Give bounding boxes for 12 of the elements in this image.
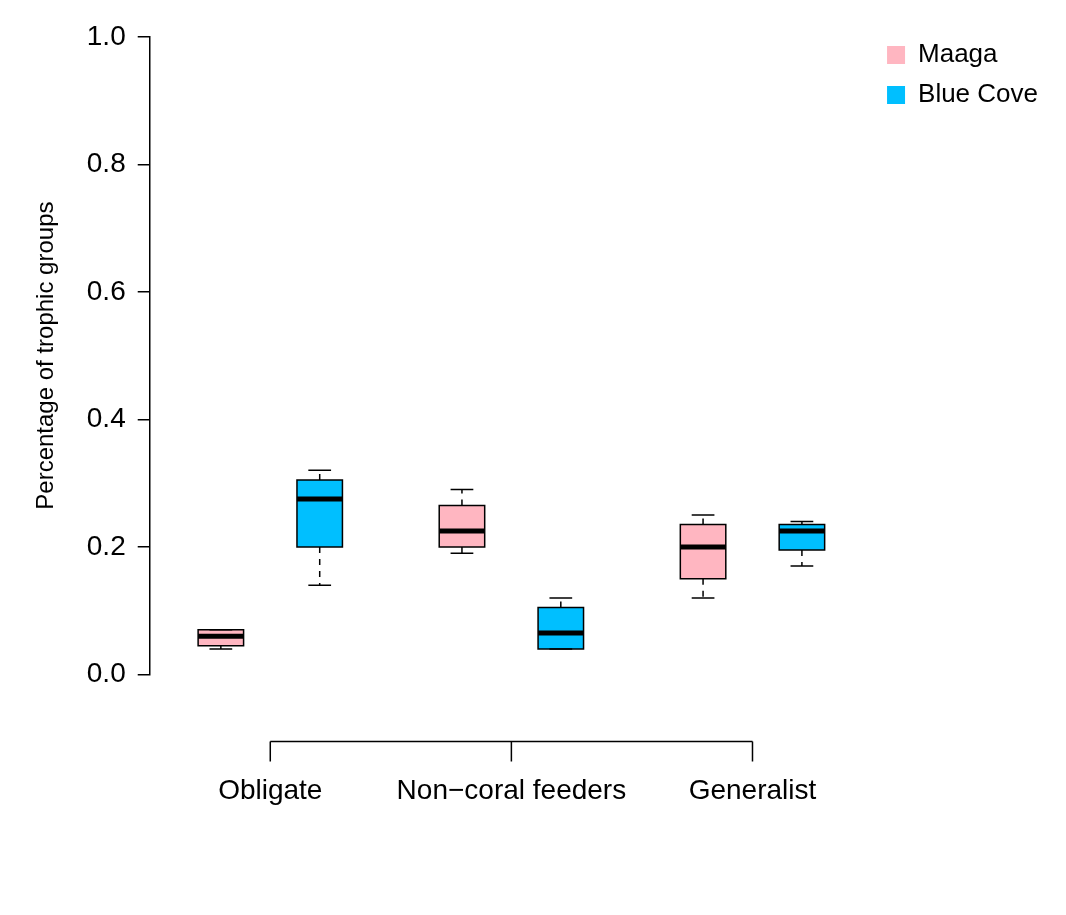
y-tick-label: 1.0 [86,19,126,51]
y-tick-label: 0.8 [86,147,126,179]
legend-label: Maaga [918,38,999,69]
y-tick-label: 0.4 [86,402,126,434]
x-tick-label: Generalist [688,773,817,805]
x-tick-label: Obligate [218,773,323,805]
y-axis-title: Percentage of trophic groups [31,201,59,510]
y-tick-label: 0.2 [86,529,126,561]
x-tick-label: Non−coral feeders [396,773,627,805]
y-tick-label: 0.6 [86,274,126,306]
legend-label: Blue Cove [918,78,1039,109]
y-tick-label: 0.0 [86,657,126,689]
